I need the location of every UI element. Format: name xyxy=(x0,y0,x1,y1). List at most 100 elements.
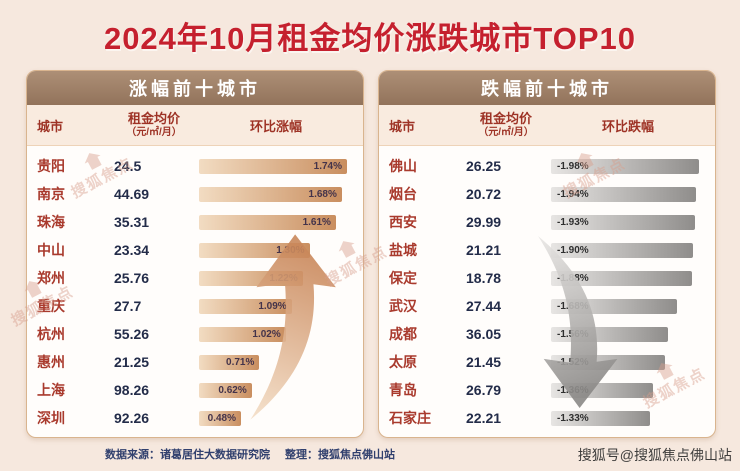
change-label: -1.33% xyxy=(557,412,589,424)
table-row: 西安 29.99 -1.93% xyxy=(379,208,715,236)
change-label: 1.61% xyxy=(302,216,331,228)
change-label: 1.02% xyxy=(252,328,281,340)
bar-cell: 1.30% xyxy=(199,242,353,258)
bar-cell: 1.22% xyxy=(199,270,353,286)
bar-cell: -1.94% xyxy=(551,186,705,202)
price-value: 18.78 xyxy=(466,270,502,286)
price-value: 21.45 xyxy=(466,354,502,370)
city-label: 重庆 xyxy=(37,298,65,314)
bar-cell: -1.88% xyxy=(551,270,705,286)
bar-cell: -1.56% xyxy=(551,326,705,342)
city-label: 深圳 xyxy=(37,410,65,426)
table-row: 佛山 26.25 -1.98% xyxy=(379,152,715,180)
table-row: 中山 23.34 1.30% xyxy=(27,236,363,264)
change-bar: 1.22% xyxy=(199,270,303,286)
table-row: 保定 18.78 -1.88% xyxy=(379,264,715,292)
rows-falling: 佛山 26.25 -1.98% 烟台 20.72 -1.94% 西安 29.99 -1.93% 盐… xyxy=(379,146,715,438)
change-label: 1.22% xyxy=(269,272,298,284)
change-label: 1.09% xyxy=(258,300,287,312)
bar-cell: -1.68% xyxy=(551,298,705,314)
city-label: 佛山 xyxy=(389,158,417,174)
change-bar: 0.62% xyxy=(199,382,252,398)
table-row: 太原 21.45 -1.52% xyxy=(379,348,715,376)
city-label: 太原 xyxy=(389,354,417,370)
change-bar: -1.93% xyxy=(551,214,696,230)
change-bar: -1.88% xyxy=(551,270,692,286)
column-city: 城市 xyxy=(37,118,64,134)
rows-rising: 贵阳 24.5 1.74% 南京 44.69 1.68% 珠海 35.31 1.61% 中山 23.… xyxy=(27,146,363,438)
table-row: 重庆 27.7 1.09% xyxy=(27,292,363,320)
change-bar: -1.56% xyxy=(551,326,668,342)
change-bar: -1.36% xyxy=(551,382,653,398)
change-label: -1.68% xyxy=(557,300,589,312)
table-row: 盐城 21.21 -1.90% xyxy=(379,236,715,264)
column-change: 环比涨幅 xyxy=(249,118,302,134)
column-price-unit: （元/㎡/月） xyxy=(478,126,534,138)
city-label: 珠海 xyxy=(37,214,65,230)
bar-cell: 0.71% xyxy=(199,354,353,370)
price-value: 27.44 xyxy=(466,298,502,314)
city-label: 上海 xyxy=(37,382,65,398)
change-bar: -1.68% xyxy=(551,298,677,314)
column-price-label: 租金均价 xyxy=(127,111,180,127)
change-bar: -1.52% xyxy=(551,354,665,370)
price-value: 23.34 xyxy=(114,242,150,258)
bar-cell: 1.68% xyxy=(199,186,353,202)
price-value: 55.26 xyxy=(114,326,150,342)
bar-cell: 0.48% xyxy=(199,410,353,426)
price-value: 25.76 xyxy=(114,270,150,286)
table-row: 石家庄 22.21 -1.33% xyxy=(379,404,715,432)
change-bar: 1.61% xyxy=(199,214,336,230)
data-source-text: 数据来源：诸葛居住大数据研究院 xyxy=(104,449,270,461)
change-bar: -1.90% xyxy=(551,242,694,258)
change-label: 0.71% xyxy=(226,356,255,368)
change-bar: 1.02% xyxy=(199,326,286,342)
table-row: 贵阳 24.5 1.74% xyxy=(27,152,363,180)
table-row: 珠海 35.31 1.61% xyxy=(27,208,363,236)
city-label: 青岛 xyxy=(389,382,417,398)
city-label: 郑州 xyxy=(37,270,65,286)
price-value: 22.21 xyxy=(466,410,502,426)
price-value: 35.31 xyxy=(114,214,150,230)
change-label: -1.56% xyxy=(557,328,589,340)
table-row: 杭州 55.26 1.02% xyxy=(27,320,363,348)
table-row: 成都 36.05 -1.56% xyxy=(379,320,715,348)
change-bar: -1.98% xyxy=(551,158,699,174)
price-value: 21.25 xyxy=(114,354,150,370)
table-row: 郑州 25.76 1.22% xyxy=(27,264,363,292)
city-label: 武汉 xyxy=(389,298,417,314)
city-label: 石家庄 xyxy=(389,410,431,426)
column-header-row: 城市 租金均价 （元/㎡/月） 环比涨幅 xyxy=(27,105,363,146)
price-value: 24.5 xyxy=(114,158,142,174)
city-label: 保定 xyxy=(389,270,417,286)
panel-rising-cities: 涨幅前十城市 城市 租金均价 （元/㎡/月） 环比涨幅 贵阳 24.5 1.74% 南… xyxy=(26,70,364,438)
column-header-row: 城市 租金均价 （元/㎡/月） 环比跌幅 xyxy=(379,105,715,146)
change-label: -1.94% xyxy=(557,188,589,200)
price-value: 26.25 xyxy=(466,158,502,174)
city-label: 惠州 xyxy=(37,354,65,370)
bar-cell: -1.33% xyxy=(551,410,705,426)
city-label: 盐城 xyxy=(389,242,417,258)
price-value: 21.21 xyxy=(466,242,502,258)
change-bar: 1.09% xyxy=(199,298,292,314)
bar-cell: 1.74% xyxy=(199,158,353,174)
change-label: 0.62% xyxy=(218,384,247,396)
city-label: 贵阳 xyxy=(37,158,65,174)
bar-cell: -1.98% xyxy=(551,158,705,174)
column-price: 租金均价 （元/㎡/月） xyxy=(109,111,199,138)
change-bar: 1.68% xyxy=(199,186,342,202)
table-row: 深圳 92.26 0.48% xyxy=(27,404,363,432)
price-value: 29.99 xyxy=(466,214,502,230)
table-row: 青岛 26.79 -1.36% xyxy=(379,376,715,404)
change-bar: 0.48% xyxy=(199,410,241,426)
change-label: 0.48% xyxy=(207,412,236,424)
bar-cell: 1.61% xyxy=(199,214,353,230)
change-bar: -1.33% xyxy=(551,410,651,426)
column-price: 租金均价 （元/㎡/月） xyxy=(461,112,551,138)
change-bar: 1.30% xyxy=(199,242,310,258)
column-city: 城市 xyxy=(389,118,416,134)
city-label: 成都 xyxy=(389,326,417,342)
city-label: 南京 xyxy=(37,186,65,202)
bar-cell: -1.52% xyxy=(551,354,705,370)
price-value: 26.79 xyxy=(466,382,502,398)
